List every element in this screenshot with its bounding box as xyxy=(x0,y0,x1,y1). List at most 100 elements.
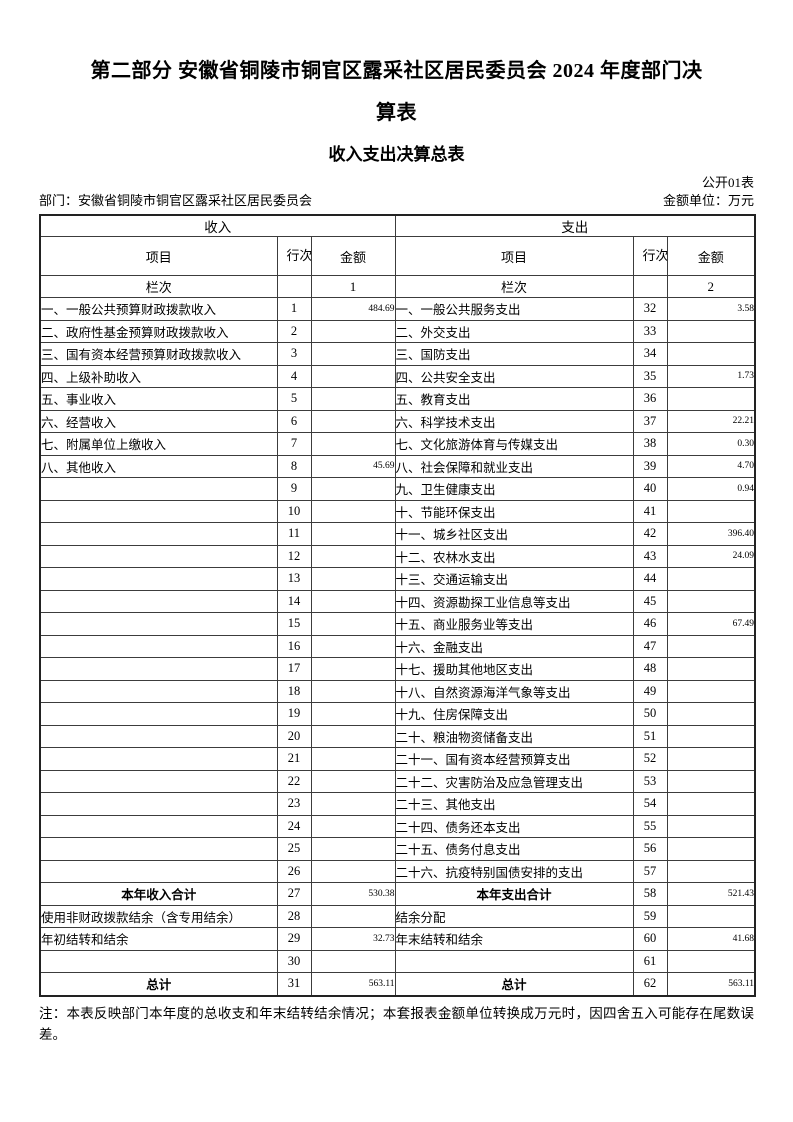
expense-line-no-cell: 34 xyxy=(632,342,668,366)
expense-amount-cell xyxy=(666,342,756,366)
income-line-no-cell: 12 xyxy=(276,544,312,568)
income-line-no-cell: 4 xyxy=(276,364,312,388)
expense-amount-cell: 3.58 xyxy=(666,297,756,321)
table-row: 本年收入合计 27 530.38 本年支出合计 58 521.43 xyxy=(39,882,756,906)
section-header-row: 收入 支出 xyxy=(39,214,756,237)
income-amount-cell xyxy=(310,477,396,501)
table-row: 五、事业收入 5 五、教育支出 36 xyxy=(39,387,756,411)
income-line-no-cell: 6 xyxy=(276,409,312,433)
income-line-no-cell: 30 xyxy=(276,949,312,973)
expense-line-no-cell: 35 xyxy=(632,364,668,388)
expense-item-cell: 结余分配 xyxy=(394,904,634,928)
expense-line-no-cell: 42 xyxy=(632,522,668,546)
expense-line-no-header: 行次 xyxy=(632,236,668,276)
table-row: 19 十九、住房保障支出 50 xyxy=(39,702,756,726)
expense-item-cell: 二十五、债务付息支出 xyxy=(394,837,634,861)
expense-item-cell: 十、节能环保支出 xyxy=(394,499,634,523)
expense-amount-cell xyxy=(666,567,756,591)
income-amount-cell xyxy=(310,589,396,613)
footnote: 注：本表反映部门本年度的总收支和年末结转结余情况；本套报表金额单位转换成万元时，… xyxy=(39,1005,754,1042)
income-item-cell: 四、上级补助收入 xyxy=(39,364,278,388)
expense-item-cell: 本年支出合计 xyxy=(394,882,634,906)
expense-item-cell: 总计 xyxy=(394,972,634,996)
table-row: 18 十八、自然资源海洋气象等支出 49 xyxy=(39,679,756,703)
expense-item-cell: 三、国防支出 xyxy=(394,342,634,366)
income-item-cell xyxy=(39,589,278,613)
income-line-no-cell: 31 xyxy=(276,972,312,996)
income-item-cell: 七、附属单位上缴收入 xyxy=(39,432,278,456)
expense-item-cell: 二十一、国有资本经营预算支出 xyxy=(394,747,634,771)
income-line-no-cell: 19 xyxy=(276,702,312,726)
expense-amount-cell: 563.11 xyxy=(666,972,756,996)
expense-item-cell: 二十三、其他支出 xyxy=(394,792,634,816)
public-table-code: 公开01表 xyxy=(701,175,754,190)
expense-item-cell: 二十四、债务还本支出 xyxy=(394,814,634,838)
income-amount-cell xyxy=(310,679,396,703)
page-title-line-1: 第二部分 安徽省铜陵市铜官区露采社区居民委员会 2024 年度部门决 xyxy=(90,60,703,82)
page-title: 第二部分 安徽省铜陵市铜官区露采社区居民委员会 2024 年度部门决 算表 xyxy=(39,0,754,134)
column-index-row: 栏次 1 栏次 2 xyxy=(39,275,756,298)
income-line-no-cell: 27 xyxy=(276,882,312,906)
table-row: 23 二十三、其他支出 54 xyxy=(39,792,756,816)
income-item-cell xyxy=(39,814,278,838)
expense-line-no-cell: 62 xyxy=(632,972,668,996)
table-row: 三、国有资本经营预算财政拨款收入 3 三、国防支出 34 xyxy=(39,342,756,366)
expense-line-no-cell: 38 xyxy=(632,432,668,456)
income-amount-cell xyxy=(310,859,396,883)
expense-line-no-cell: 55 xyxy=(632,814,668,838)
table-row: 22 二十二、灾害防治及应急管理支出 53 xyxy=(39,769,756,793)
expense-amount-cell xyxy=(666,747,756,771)
income-section-header: 收入 xyxy=(39,214,396,237)
table-row: 二、政府性基金预算财政拨款收入 2 二、外交支出 33 xyxy=(39,319,756,343)
income-line-no-cell: 14 xyxy=(276,589,312,613)
expense-index-line-blank xyxy=(632,275,668,298)
income-line-no-cell: 17 xyxy=(276,657,312,681)
income-line-no-header: 行次 xyxy=(276,236,312,276)
expense-item-cell: 十三、交通运输支出 xyxy=(394,567,634,591)
income-line-no-cell: 10 xyxy=(276,499,312,523)
amount-unit-label: 金额单位：万元 xyxy=(662,193,754,208)
table-row: 20 二十、粮油物资储备支出 51 xyxy=(39,724,756,748)
income-item-cell: 使用非财政拨款结余（含专用结余） xyxy=(39,904,278,928)
expense-amount-cell xyxy=(666,904,756,928)
income-item-cell xyxy=(39,837,278,861)
expense-item-cell: 六、科学技术支出 xyxy=(394,409,634,433)
expense-item-header: 项目 xyxy=(394,236,634,276)
income-amount-cell xyxy=(310,387,396,411)
expense-item-cell xyxy=(394,949,634,973)
table-row: 使用非财政拨款结余（含专用结余） 28 结余分配 59 xyxy=(39,904,756,928)
table-row: 四、上级补助收入 4 四、公共安全支出 35 1.73 xyxy=(39,364,756,388)
income-line-no-cell: 24 xyxy=(276,814,312,838)
table-meta-row: 部门：安徽省铜陵市铜官区露采社区居民委员会 金额单位：万元 xyxy=(39,192,754,210)
expense-amount-cell xyxy=(666,769,756,793)
expense-amount-cell xyxy=(666,724,756,748)
expense-amount-cell xyxy=(666,657,756,681)
expense-item-cell: 四、公共安全支出 xyxy=(394,364,634,388)
expense-line-no-cell: 41 xyxy=(632,499,668,523)
income-line-no-cell: 23 xyxy=(276,792,312,816)
income-line-no-cell: 11 xyxy=(276,522,312,546)
table-row: 16 十六、金融支出 47 xyxy=(39,634,756,658)
expense-amount-cell xyxy=(666,589,756,613)
expense-amount-cell xyxy=(666,814,756,838)
income-line-no-cell: 9 xyxy=(276,477,312,501)
income-line-no-cell: 3 xyxy=(276,342,312,366)
income-item-cell xyxy=(39,477,278,501)
expense-item-cell: 十七、援助其他地区支出 xyxy=(394,657,634,681)
income-amount-cell xyxy=(310,364,396,388)
expense-line-no-cell: 51 xyxy=(632,724,668,748)
income-item-cell xyxy=(39,612,278,636)
expense-amount-cell: 1.73 xyxy=(666,364,756,388)
expense-amount-cell: 4.70 xyxy=(666,454,756,478)
income-amount-cell xyxy=(310,904,396,928)
income-amount-cell xyxy=(310,949,396,973)
income-amount-cell xyxy=(310,747,396,771)
table-row: 10 十、节能环保支出 41 xyxy=(39,499,756,523)
income-line-no-cell: 7 xyxy=(276,432,312,456)
expense-item-cell: 年末结转和结余 xyxy=(394,927,634,951)
income-amount-cell xyxy=(310,634,396,658)
expense-amount-cell xyxy=(666,387,756,411)
income-item-cell: 六、经营收入 xyxy=(39,409,278,433)
expense-amount-cell xyxy=(666,499,756,523)
